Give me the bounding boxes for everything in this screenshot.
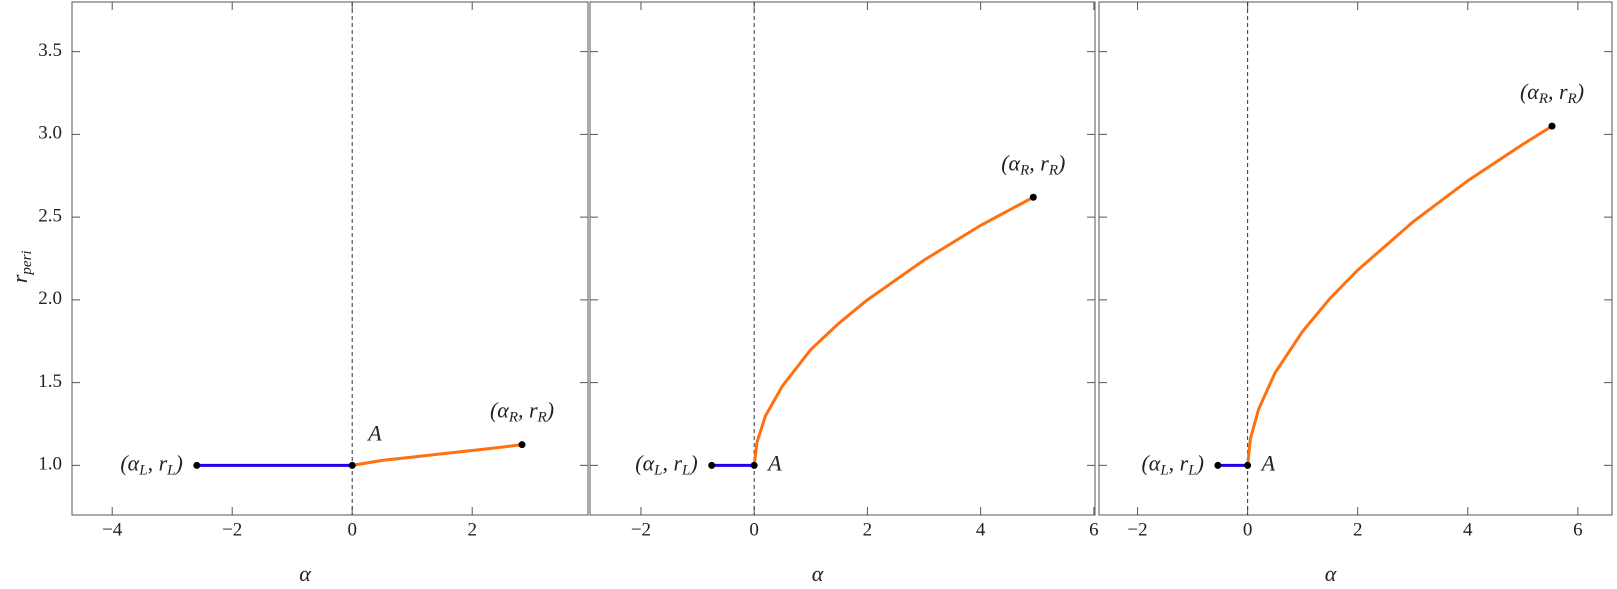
label-part: (α (635, 450, 654, 475)
y-axis-label: rperi (7, 250, 35, 283)
point-label: (αR, rR) (490, 398, 554, 426)
label-part: (α (1001, 150, 1020, 175)
label-part: ) (1575, 79, 1584, 104)
x-axis-label: α (1325, 561, 1337, 586)
label-part: L (1187, 463, 1196, 479)
label-part: , r (1029, 150, 1049, 175)
x-tick-label: −2 (631, 519, 651, 540)
x-tick-label: 2 (467, 519, 477, 540)
endpoint (348, 461, 356, 469)
label-part: peri (19, 250, 35, 275)
label-part: L (1159, 463, 1168, 479)
plot-frame (589, 1, 1096, 516)
label-part: R (1567, 92, 1577, 108)
point-label: (αR, rR) (1520, 79, 1584, 107)
endpoint (1214, 461, 1222, 469)
label-part: R (537, 410, 547, 426)
endpoint (1244, 461, 1252, 469)
origin-label: A (366, 420, 382, 445)
label-part: R (508, 410, 518, 426)
label-part: L (681, 463, 690, 479)
label-part: L (653, 463, 662, 479)
x-tick-label: 0 (347, 519, 357, 540)
label-part: ) (688, 450, 697, 475)
origin-label: A (1260, 450, 1276, 475)
label-part: (α (120, 450, 139, 475)
x-tick-label: 4 (1463, 519, 1473, 540)
label-part: ) (545, 398, 554, 423)
label-part: , r (1169, 450, 1189, 475)
endpoint (518, 441, 526, 449)
plot-frame (71, 1, 589, 516)
label-part: R (1019, 163, 1029, 179)
endpoint (193, 461, 201, 469)
plot-frame (1098, 1, 1613, 516)
point-label: (αL, rL) (635, 450, 697, 478)
label-part: , r (1548, 79, 1568, 104)
label-part: R (1048, 163, 1058, 179)
endpoint (1548, 122, 1556, 130)
label-part: ) (1056, 150, 1065, 175)
series-line (1246, 124, 1553, 466)
label-part: , r (518, 398, 538, 423)
x-tick-label: −2 (1127, 519, 1147, 540)
y-tick-label: 2.0 (38, 288, 62, 309)
endpoint (750, 461, 758, 469)
point-label: (αL, rL) (1141, 450, 1203, 478)
x-tick-label: 6 (1573, 519, 1583, 540)
origin-label: A (766, 450, 782, 475)
x-axis-label: α (299, 561, 311, 586)
y-tick-label: 3.5 (38, 40, 62, 61)
label-part: r (7, 274, 32, 283)
y-tick-label: 1.5 (38, 371, 62, 392)
point-label: (αL, rL) (120, 450, 182, 478)
series-line (752, 195, 1034, 466)
y-tick-label: 3.0 (38, 123, 62, 144)
x-tick-label: 6 (1089, 519, 1099, 540)
label-part: (α (1520, 79, 1539, 104)
label-part: , r (148, 450, 168, 475)
label-part: L (138, 463, 147, 479)
label-part: (α (490, 398, 509, 423)
point-label: (αR, rR) (1001, 150, 1065, 178)
x-axis-label: α (812, 561, 824, 586)
series-line (351, 443, 523, 467)
label-part: L (166, 463, 175, 479)
endpoint (708, 461, 716, 469)
label-part: ) (1195, 450, 1204, 475)
label-part: ) (173, 450, 182, 475)
x-tick-label: 2 (1353, 519, 1363, 540)
x-tick-label: 2 (863, 519, 873, 540)
label-part: R (1538, 92, 1548, 108)
x-tick-label: 0 (1243, 519, 1253, 540)
y-tick-label: 1.0 (38, 454, 62, 475)
endpoint (1029, 193, 1037, 201)
x-tick-label: 0 (749, 519, 759, 540)
x-tick-label: 4 (976, 519, 986, 540)
label-part: , r (662, 450, 682, 475)
x-tick-label: −2 (222, 519, 242, 540)
y-tick-label: 2.5 (38, 205, 62, 226)
x-tick-label: −4 (102, 519, 123, 540)
label-part: (α (1141, 450, 1160, 475)
